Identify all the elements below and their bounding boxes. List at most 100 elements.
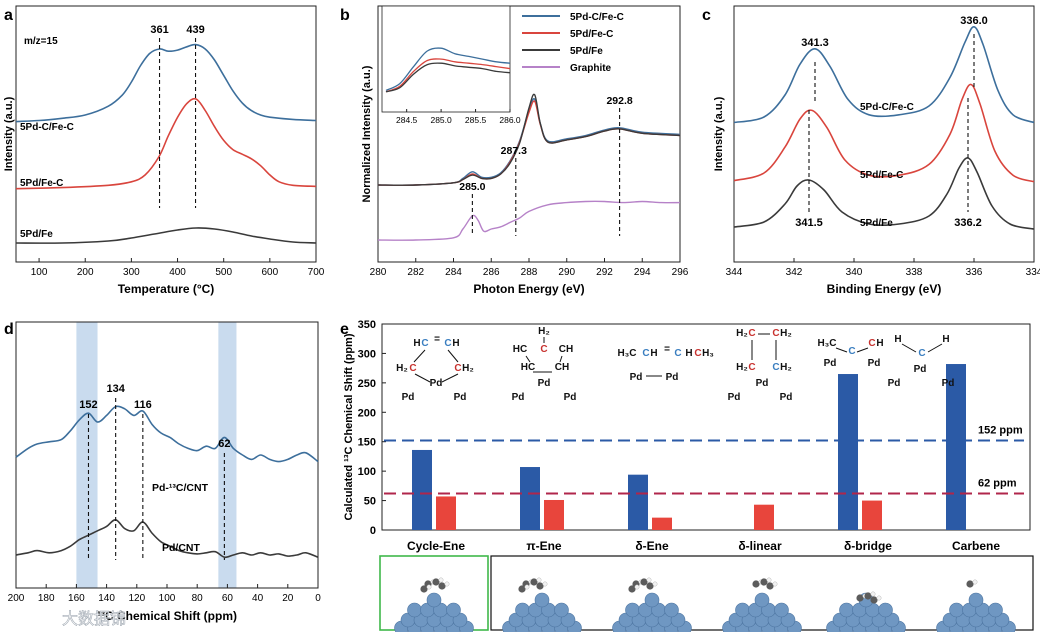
y-tick-label: 300	[358, 348, 376, 360]
x-axis-label: Photon Energy (eV)	[473, 282, 584, 296]
structure-text: Pd	[564, 392, 577, 403]
structure-bond	[927, 343, 943, 353]
x-tick-label: 40	[252, 593, 264, 604]
y-tick-label: 250	[358, 378, 376, 390]
series-line-5Pd/Fe-C	[15, 97, 317, 190]
pd-atom	[839, 602, 854, 618]
panel-b-nexafs-chart: 280 282 284 286 288 290 292 294 296 Photon Energy…	[361, 5, 689, 296]
pd-atom	[774, 602, 789, 618]
slab-model-4	[826, 591, 906, 632]
series-line-5Pd-C/Fe-C	[733, 26, 1035, 124]
structure-text: CH	[559, 344, 573, 355]
structure-text: Pd	[666, 372, 679, 383]
series-line-5Pd/Fe-C	[377, 100, 681, 186]
structure-text: C	[868, 338, 875, 349]
hydrogen-atom	[438, 577, 444, 583]
structure-text: C	[421, 338, 428, 349]
panel-label-e: e	[340, 321, 349, 338]
pd-atom	[554, 602, 569, 618]
peak-label-bottom: 341.5	[795, 217, 823, 229]
structure-bond	[414, 373, 431, 383]
bar-Carbene-0	[946, 364, 966, 530]
peak-label: 285.0	[459, 181, 485, 193]
pd-atom	[878, 602, 893, 618]
pd-atom	[949, 602, 964, 618]
inset-x-tick-label: 286.0	[499, 115, 521, 125]
structure-text: Pd	[888, 378, 901, 389]
category-label: δ-linear	[738, 539, 782, 553]
structure-text: H	[413, 338, 420, 349]
y-tick-label: 0	[370, 525, 376, 537]
y-axis-label: Normalized Intensity (a.u.)	[361, 65, 373, 202]
structure-text: Pd	[780, 392, 793, 403]
structure-text: C	[772, 328, 779, 339]
y-tick-label: 50	[364, 496, 376, 508]
series-line-Pd-¹³C/CNT	[15, 405, 319, 463]
structure-text: CH	[555, 362, 569, 373]
x-tick-label: 334	[1026, 267, 1040, 278]
structure-bond	[525, 355, 531, 363]
bar-δ-Ene-0	[628, 474, 648, 530]
structure-text: Pd	[512, 392, 525, 403]
reference-line-label: 152 ppm	[978, 425, 1023, 437]
structure-text: H₂	[462, 363, 474, 374]
bar-δ-bridge-0	[838, 374, 858, 530]
peak-label: 134	[106, 383, 125, 395]
structure-text: C	[694, 348, 701, 359]
series-label: 5Pd/Fe	[860, 218, 893, 229]
peak-label: 152	[79, 399, 97, 411]
carbon-atom	[966, 580, 974, 588]
x-tick-label: 700	[308, 267, 325, 278]
hydrogen-atom	[972, 579, 978, 585]
structure-text: HC	[521, 362, 535, 373]
structure-text: H₃C	[817, 338, 836, 349]
carbon-atom	[628, 585, 636, 593]
slab-model-2	[612, 577, 692, 632]
x-tick-label: 284	[445, 267, 462, 278]
hydrogen-atom	[426, 584, 432, 590]
legend-label: 5Pd/Fe-C	[570, 29, 613, 40]
hydrogen-atom	[876, 595, 882, 601]
carbon-atom	[864, 592, 872, 600]
peak-label: 292.8	[606, 95, 632, 107]
series-label: Pd/CNT	[162, 542, 201, 554]
hydrogen-atom	[652, 581, 658, 587]
hydrogen-atom	[542, 581, 548, 587]
x-tick-label: 344	[726, 267, 743, 278]
structure-text: C	[748, 328, 755, 339]
structure-text: H₂	[538, 326, 550, 337]
y-tick-label: 350	[358, 319, 376, 331]
structure-text: H₂	[780, 328, 792, 339]
y-tick-label: 150	[358, 437, 376, 449]
carbon-atom	[420, 585, 428, 593]
slab-model-5	[936, 579, 1016, 632]
x-tick-label: 80	[192, 593, 204, 604]
hydrogen-atom	[536, 577, 542, 583]
plot-frame	[381, 323, 1031, 531]
structure-text: Pd	[914, 364, 927, 375]
structure-text: Pd	[868, 358, 881, 369]
peak-label: 361	[150, 24, 168, 36]
pd-atom	[644, 592, 660, 608]
pd-atom	[426, 592, 442, 608]
x-axis-label: Binding Energy (eV)	[827, 282, 942, 296]
legend-label: 5Pd/Fe	[570, 46, 603, 57]
bar-π-Ene-1	[544, 499, 564, 530]
structure-bond	[447, 349, 459, 363]
carbon-atom	[760, 578, 768, 586]
inset-frame	[381, 5, 511, 113]
pd-atom	[968, 592, 984, 608]
inset-series-line	[385, 62, 511, 93]
structure-text: Pd	[824, 358, 837, 369]
x-tick-label: 600	[262, 267, 279, 278]
slab-model-0	[394, 577, 474, 632]
carbon-atom	[752, 580, 760, 588]
y-axis-label: Calculated ¹³C Chemical Shift (ppm)	[343, 333, 355, 520]
pd-atom	[625, 602, 640, 618]
hydrogen-atom	[766, 577, 772, 583]
structure-text: H	[876, 338, 883, 349]
carbon-atom	[518, 585, 526, 593]
peak-label-top: 341.3	[801, 37, 829, 49]
x-tick-label: 340	[846, 267, 863, 278]
